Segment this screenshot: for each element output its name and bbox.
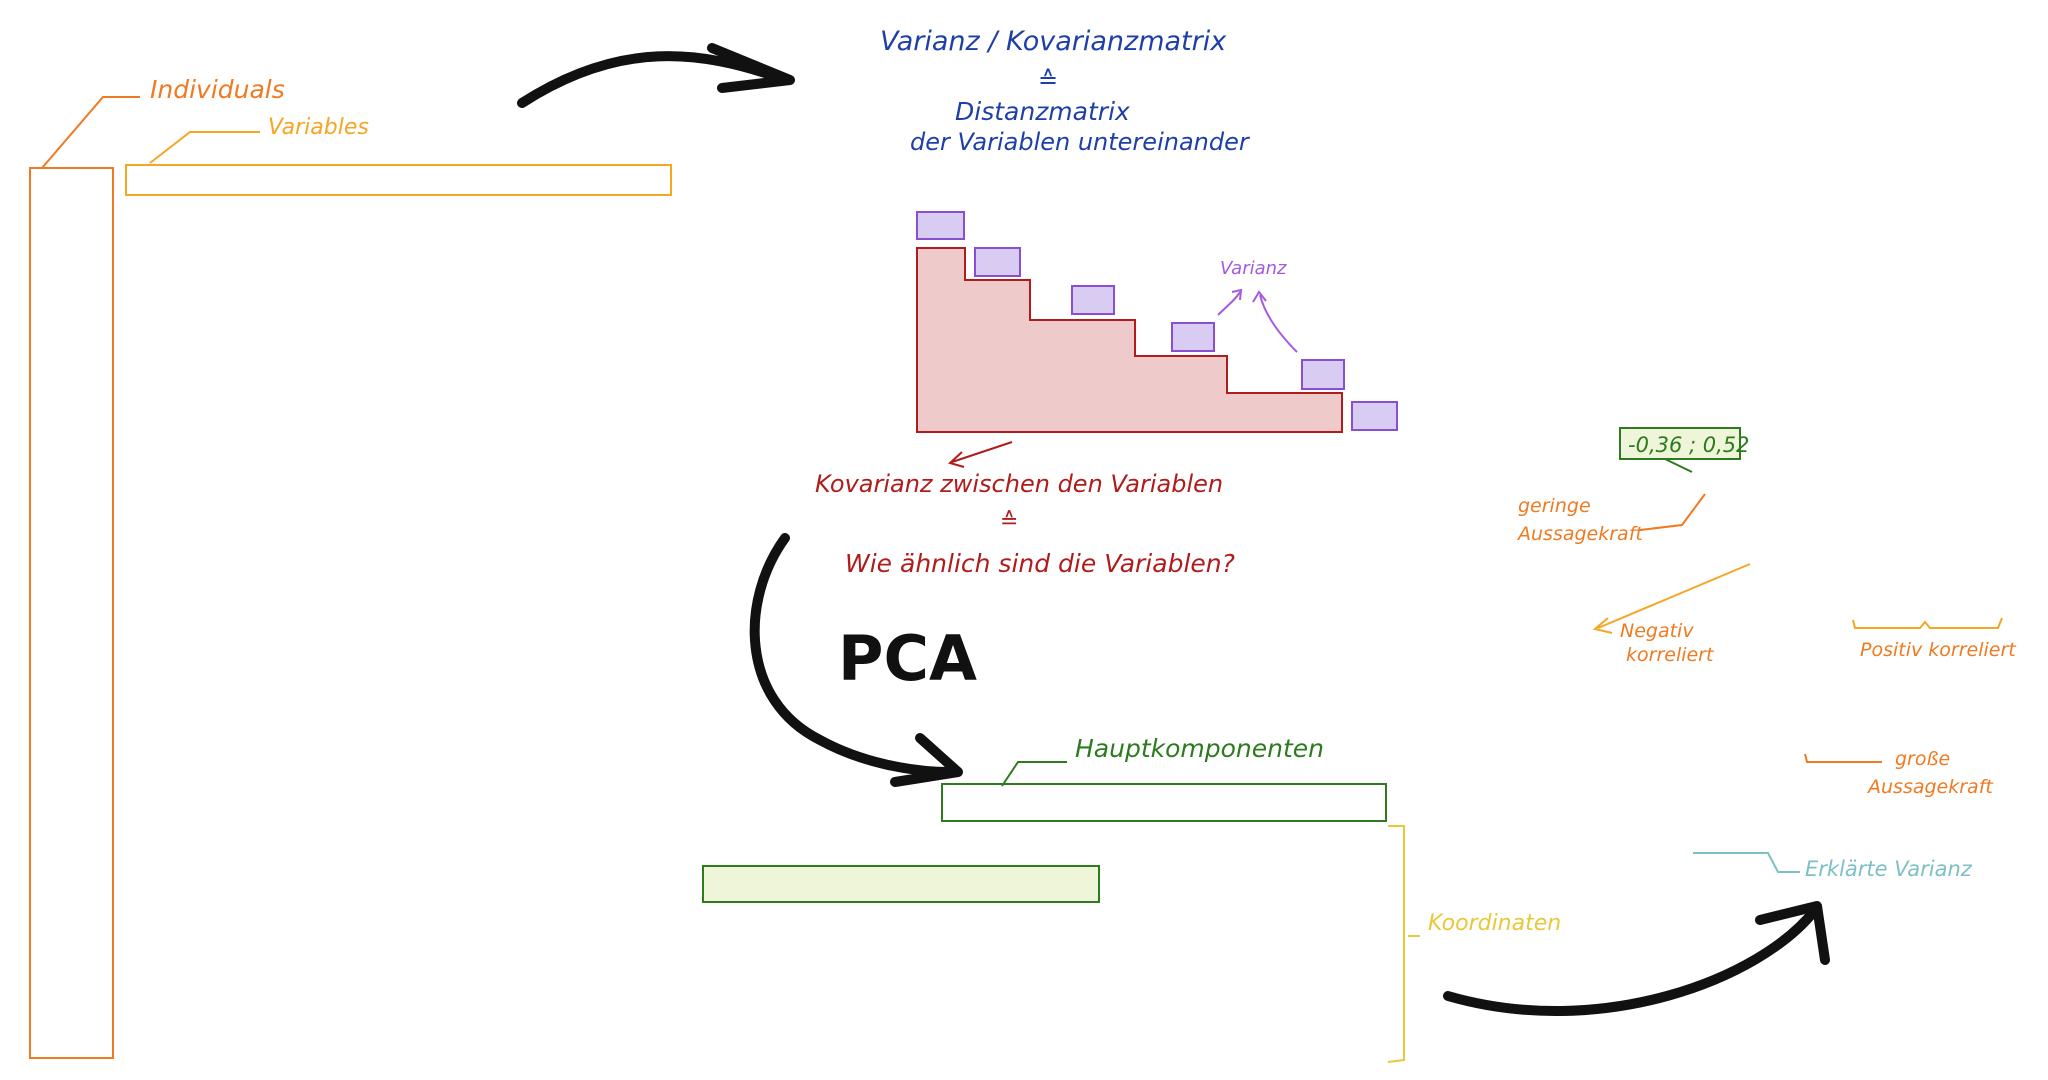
- hauptkomponenten-leader-line: [1001, 761, 1067, 787]
- variance-box-6: [1351, 401, 1398, 431]
- negativ-arrow: [1597, 563, 1751, 629]
- pca-label: PCA: [838, 622, 977, 695]
- range-value: -0,36 ; 0,52: [1628, 433, 1750, 457]
- variance-box-4: [1171, 322, 1215, 352]
- grosse-line-1: große: [1895, 748, 1950, 770]
- individuals-label: Individuals: [150, 75, 285, 104]
- variables-leader-line: [149, 131, 260, 164]
- covariance-staircase: [916, 247, 1343, 433]
- matrix-title: Varianz / Kovarianzmatrix: [880, 26, 1227, 57]
- hauptkomponenten-bar: [941, 783, 1387, 822]
- varianz-arrow-left-head: [1231, 288, 1243, 301]
- range-leader-line: [1664, 458, 1693, 473]
- variables-bar: [125, 164, 672, 196]
- bottom-curved-arrow: [1443, 905, 1820, 1017]
- varianz-arrow-right: [1259, 294, 1298, 353]
- bottom-arrow-head: [1755, 901, 1830, 965]
- negativ-line-1: Negativ: [1620, 620, 1694, 642]
- negativ-line-2: korreliert: [1626, 644, 1715, 666]
- grosse-leader-line: [1804, 753, 1882, 763]
- individuals-leader-line: [41, 96, 140, 169]
- grosse-line-2: Aussagekraft: [1866, 776, 1994, 798]
- pca-curved-arrow: [749, 533, 955, 777]
- negativ-arrow-head: [1592, 617, 1613, 634]
- koordinaten-label: Koordinaten: [1428, 911, 1561, 936]
- geringe-leader-line: [1639, 493, 1706, 531]
- distance-matrix-line-2: der Variablen untereinander: [910, 128, 1251, 156]
- top-arrow-head: [707, 43, 795, 93]
- kovarianz-arrow-head: [948, 451, 965, 468]
- erklaerte-leader-line: [1693, 852, 1800, 873]
- kovarianz-arrow: [951, 441, 1013, 463]
- koordinaten-bracket: [1387, 825, 1405, 1063]
- hauptkomponenten-label: Hauptkomponenten: [1075, 734, 1324, 763]
- similarity-question: Wie ähnlich sind die Variablen?: [845, 549, 1235, 578]
- individuals-bar: [29, 167, 114, 1059]
- variance-box-3: [1071, 285, 1115, 315]
- geringe-line-2: Aussagekraft: [1516, 523, 1644, 545]
- variables-label: Variables: [268, 115, 369, 140]
- positiv-label: Positiv korreliert: [1860, 639, 2017, 661]
- variance-box-5: [1301, 359, 1345, 390]
- distance-matrix-line-1: Distanzmatrix: [955, 97, 1130, 126]
- variance-box-1: [916, 211, 965, 240]
- kovarianz-label: Kovarianz zwischen den Variablen: [815, 470, 1223, 498]
- range-value-box: [1619, 427, 1741, 460]
- varianz-label: Varianz: [1220, 258, 1287, 279]
- varianz-arrow-left: [1217, 291, 1241, 316]
- geringe-line-1: geringe: [1518, 495, 1591, 517]
- equiv-symbol-1: ≙: [1038, 66, 1058, 94]
- varianz-arrow-right-head: [1252, 290, 1267, 303]
- equiv-symbol-2: ≙: [1000, 509, 1018, 534]
- positiv-brace: [1852, 617, 2003, 629]
- pca-arrow-head: [890, 733, 963, 787]
- scores-bar: [702, 865, 1100, 903]
- erklaerte-label: Erklärte Varianz: [1805, 857, 1973, 881]
- variance-box-2: [974, 247, 1021, 277]
